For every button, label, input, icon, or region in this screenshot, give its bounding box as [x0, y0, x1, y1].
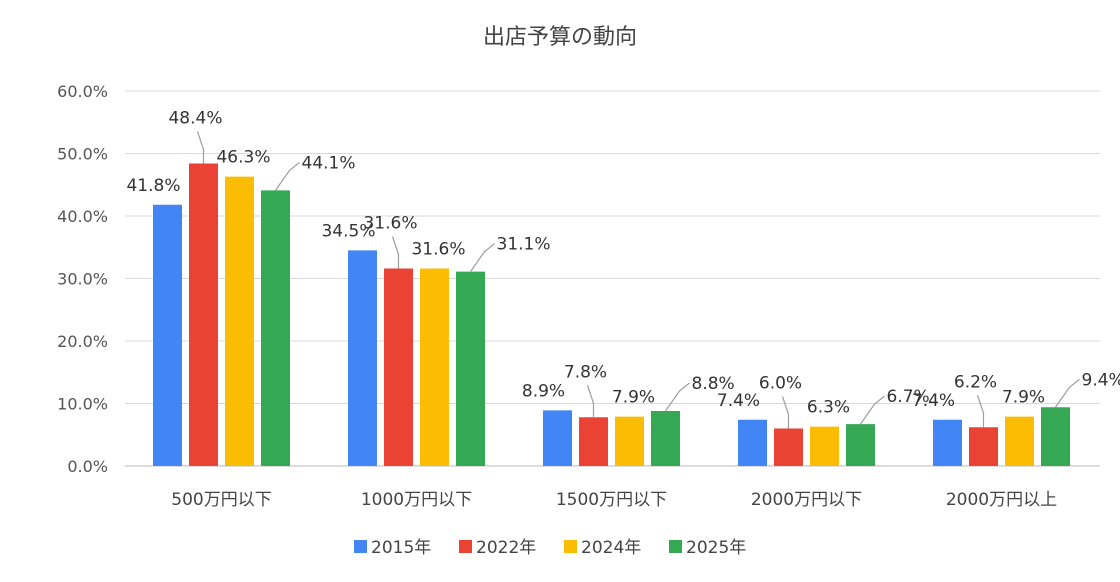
- bars: [153, 163, 1070, 466]
- chart-title: 出店予算の動向: [483, 25, 637, 50]
- leader-line: [470, 243, 495, 272]
- y-tick-label: 40.0%: [57, 207, 108, 226]
- legend-swatch: [459, 540, 472, 553]
- leader-line: [196, 131, 205, 164]
- data-labels: 41.8%48.4%46.3% 44.1%34.5%31.6%31.6% 31.1%…: [126, 109, 1120, 429]
- data-label: 6.7%: [887, 387, 930, 407]
- data-label: 6.3%: [807, 398, 850, 418]
- bar: [615, 416, 644, 466]
- data-label: 6.2%: [954, 372, 997, 392]
- leader-line: [976, 395, 985, 428]
- legend-label: 2015年: [371, 538, 431, 558]
- bar: [261, 190, 290, 466]
- data-label: 8.9%: [522, 381, 565, 401]
- y-tick-label: 60.0%: [57, 82, 108, 101]
- bar: [738, 419, 767, 466]
- data-label: 9.4%: [1082, 370, 1120, 390]
- bar: [933, 419, 962, 466]
- legend-label: 2022年: [476, 538, 536, 558]
- bar: [348, 250, 377, 466]
- x-category-label: 1000万円以下: [361, 490, 472, 510]
- legend-label: 2025年: [686, 538, 746, 558]
- bar: [456, 271, 485, 466]
- x-category-label: 1500万円以下: [556, 490, 667, 510]
- data-label: 44.1%: [302, 153, 356, 173]
- y-tick-label: 10.0%: [57, 395, 108, 414]
- data-label: 6.0%: [759, 374, 802, 394]
- leader-line: [275, 161, 300, 191]
- legend-swatch: [354, 540, 367, 553]
- bar: [543, 410, 572, 466]
- leader-line: [860, 395, 885, 425]
- bar: [420, 268, 449, 466]
- bar: [774, 428, 803, 466]
- legend-swatch: [564, 540, 577, 553]
- bar: [1041, 407, 1070, 466]
- data-label: 31.1%: [497, 235, 551, 255]
- data-label: 41.8%: [126, 176, 180, 196]
- leader-line: [1055, 378, 1080, 408]
- leader-line: [781, 396, 790, 429]
- y-axis-ticks: 0.0% 10.0% 20.0% 30.0% 40.0% 50.0% 60.0%: [57, 82, 108, 476]
- data-label: 46.3%: [216, 148, 270, 168]
- data-label: 7.4%: [717, 391, 760, 411]
- y-tick-label: 0.0%: [67, 457, 108, 476]
- bar: [651, 411, 680, 466]
- bar: [225, 176, 254, 466]
- data-label: 7.9%: [612, 388, 655, 408]
- leader-line: [586, 385, 595, 418]
- bar: [384, 268, 413, 466]
- data-label: 48.4%: [168, 109, 222, 129]
- leader-line: [391, 236, 400, 269]
- legend-swatch: [669, 540, 682, 553]
- data-label: 7.8%: [564, 362, 607, 382]
- x-category-label: 2000万円以上: [946, 490, 1057, 510]
- data-label: 31.6%: [411, 240, 465, 260]
- bar: [579, 417, 608, 466]
- leader-line: [665, 382, 690, 412]
- y-tick-label: 50.0%: [57, 145, 108, 164]
- bar: [189, 163, 218, 466]
- x-category-label: 2000万円以下: [751, 490, 862, 510]
- bar: [1005, 416, 1034, 466]
- y-tick-label: 20.0%: [57, 332, 108, 351]
- data-label: 31.6%: [363, 214, 417, 234]
- bar: [810, 426, 839, 466]
- bar: [153, 204, 182, 466]
- data-label: 7.4%: [912, 391, 955, 411]
- data-label: 7.9%: [1002, 388, 1045, 408]
- bar: [969, 427, 998, 466]
- data-label: 8.8%: [692, 374, 735, 394]
- legend-label: 2024年: [581, 538, 641, 558]
- x-axis-labels: 500万円以下 1000万円以下 1500万円以下 2000万円以下 2000万円以上: [171, 490, 1057, 510]
- data-label: 34.5%: [321, 221, 375, 241]
- legend: 2015年 2022年 2024年 2025年: [354, 538, 746, 558]
- y-tick-label: 30.0%: [57, 270, 108, 289]
- bar: [846, 424, 875, 466]
- x-category-label: 500万円以下: [171, 490, 271, 510]
